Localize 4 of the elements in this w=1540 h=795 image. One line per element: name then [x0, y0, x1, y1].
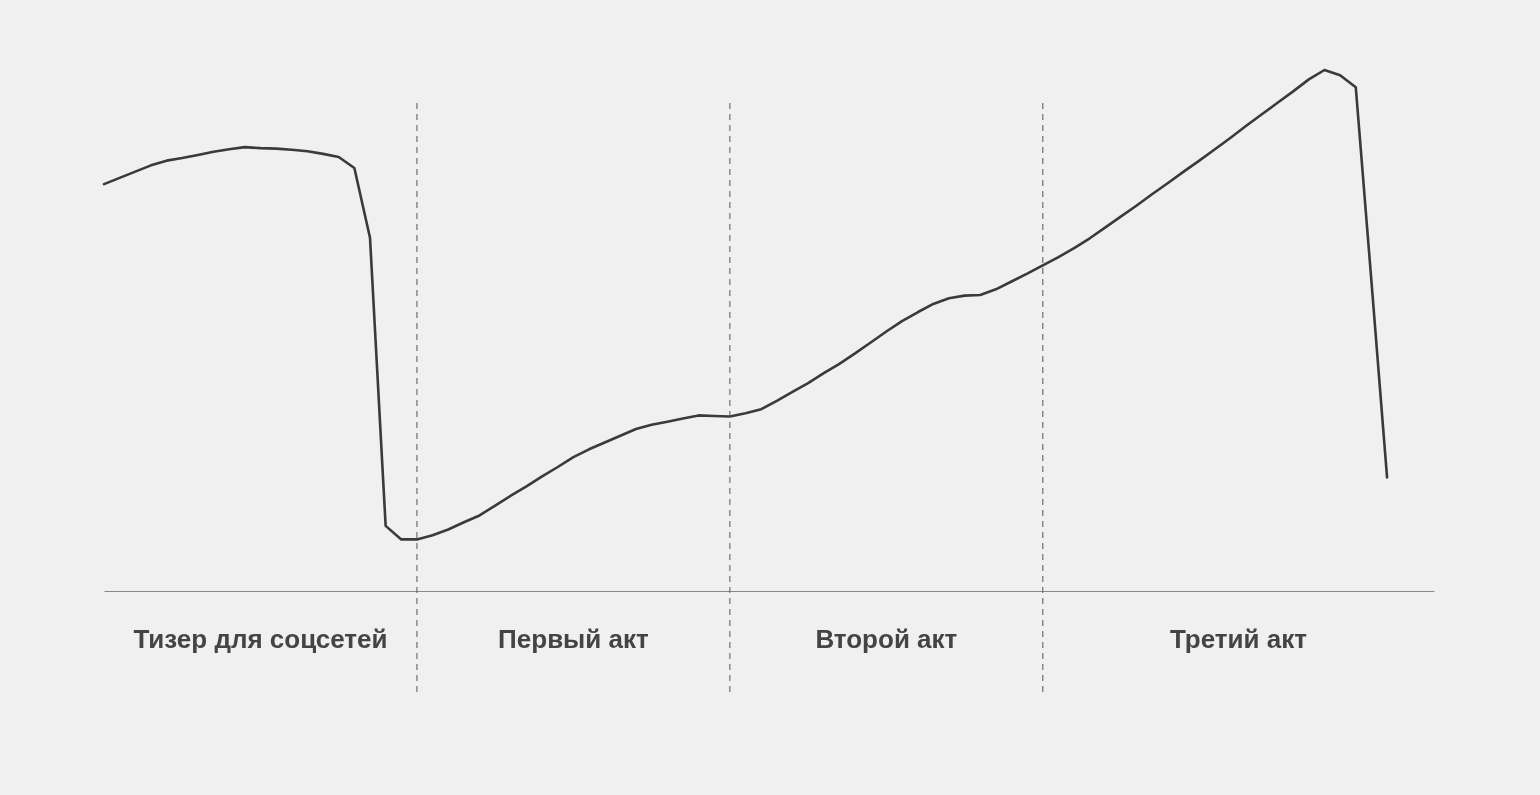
text: Третий акт	[1169, 624, 1308, 654]
text: Второй акт	[815, 624, 958, 654]
text: Тизер для соцсетей	[133, 624, 388, 654]
text: Первый акт	[498, 624, 649, 654]
